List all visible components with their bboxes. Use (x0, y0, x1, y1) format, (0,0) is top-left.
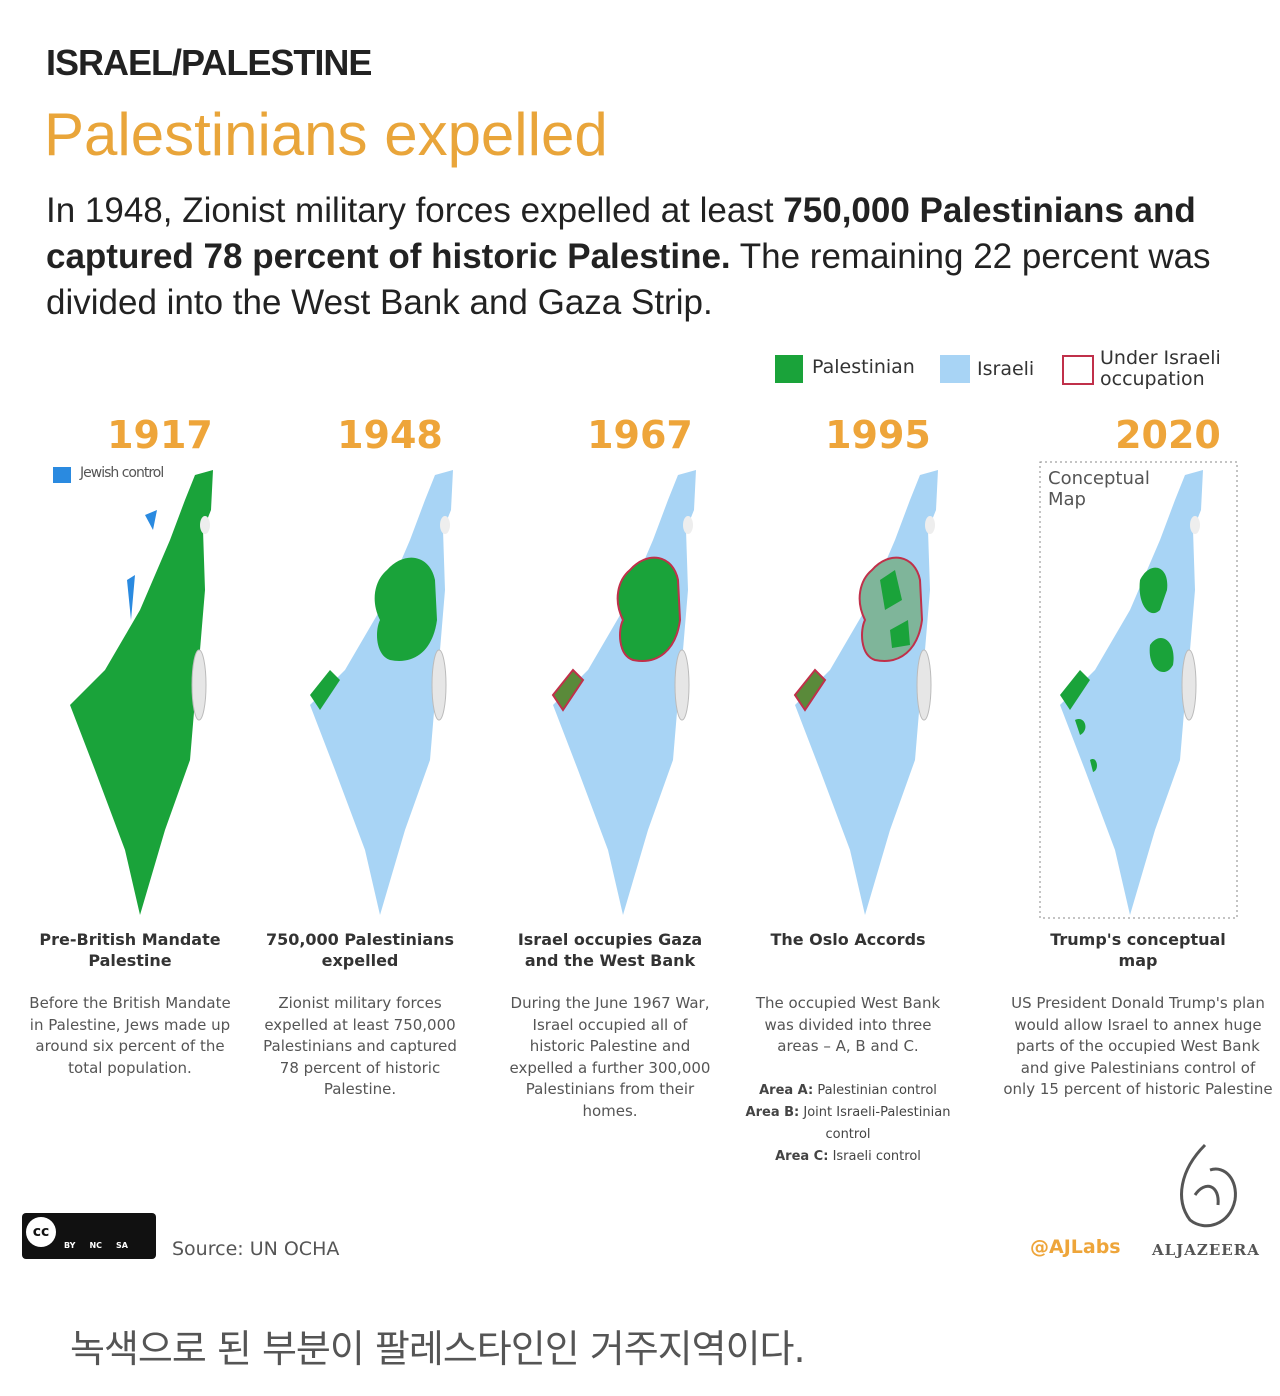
intro-text: In 1948, Zionist military forces expelle… (46, 191, 784, 230)
note: Jewish control (80, 465, 164, 481)
map (551, 470, 696, 915)
dead-sea (1181, 649, 1197, 721)
legend-label: Under Israeli occupation (1100, 347, 1221, 390)
heading: Trump's conceptual map (1050, 930, 1226, 970)
cc-term: BY (64, 1241, 76, 1250)
cc-term: NC (89, 1241, 103, 1250)
area-label: Area A: (759, 1083, 814, 1098)
legend-swatch (940, 355, 970, 383)
area-text: Joint Israeli-Palestinian control (803, 1105, 951, 1142)
description: US President Donald Trump's plan would a… (1003, 994, 1273, 1098)
note-swatch (53, 467, 71, 483)
heading: Pre-British Mandate Palestine (39, 930, 221, 970)
intro: In 1948, Zionist military forces expelle… (46, 188, 1226, 326)
dead-sea (431, 649, 447, 721)
area: Area B: Joint Israeli-Palestinian contro… (740, 1102, 956, 1146)
area-label: Area C: (775, 1149, 829, 1164)
west-bank (374, 557, 437, 661)
handle: @AJLabs (1030, 1236, 1121, 1258)
gaza (1060, 670, 1097, 772)
heading: Israel occupies Gaza and the West Bank (517, 930, 703, 970)
legend-swatch (1062, 355, 1094, 385)
description: During the June 1967 War, Israel occupie… (509, 994, 711, 1120)
map (1039, 461, 1238, 919)
sea-of-galilee (440, 516, 450, 534)
source: Source: UN OCHA (172, 1238, 340, 1260)
title: Palestinians expelled (44, 101, 608, 168)
caption: 녹색으로 된 부분이 팔레스타인인 거주지역이다. (70, 1327, 806, 1371)
brand: ALJAZEERA (1152, 1241, 1260, 1259)
year: 1995 (825, 413, 931, 457)
map (70, 470, 213, 915)
map (793, 470, 938, 915)
intro-text: The remaining 22 percent was divided int… (46, 237, 1211, 322)
palestinian-islands (1139, 567, 1174, 673)
legend-label: Israeli (977, 358, 1035, 380)
year: 1967 (587, 413, 693, 457)
sea-of-galilee (1190, 516, 1200, 534)
land (70, 470, 213, 915)
gaza (793, 668, 827, 712)
dead-sea (191, 649, 207, 721)
description: Before the British Mandate in Palestine,… (29, 994, 231, 1077)
legend-label: Palestinian (812, 356, 915, 378)
sea-of-galilee (925, 516, 935, 534)
cc-badge: cc BY NC SA (22, 1213, 156, 1259)
dead-sea (674, 649, 690, 721)
cc-term: SA (116, 1241, 128, 1250)
heading: 750,000 Palestinians expelled (265, 930, 455, 970)
area: Area C: Israeli control (740, 1146, 956, 1168)
areas: Area A: Palestinian control Area B: Joint… (740, 1080, 956, 1168)
west-bank (616, 556, 682, 662)
sea-of-galilee (683, 516, 693, 534)
area-a (880, 570, 910, 648)
intro-bold: 750,000 Palestinians and captured 78 per… (46, 191, 1196, 276)
dead-sea (916, 649, 932, 721)
year: 1917 (107, 413, 213, 457)
cc-terms: BY NC SA (64, 1241, 142, 1250)
gaza (551, 668, 585, 712)
legend-swatch (775, 355, 803, 383)
area: Area A: Palestinian control (740, 1080, 956, 1102)
map (310, 470, 453, 915)
area-text: Israeli control (832, 1149, 921, 1164)
concept-frame (1039, 461, 1238, 919)
area-text: Palestinian control (817, 1083, 937, 1098)
kicker: ISRAEL/PALESTINE (46, 42, 372, 83)
year: 2020 (1115, 413, 1221, 457)
area-label: Area B: (745, 1105, 800, 1120)
description: The occupied West Bank was divided into … (755, 994, 941, 1055)
sea-of-galilee (200, 516, 210, 534)
description: Zionist military forces expelled at leas… (263, 994, 457, 1098)
jewish-area (127, 510, 157, 620)
gaza (310, 670, 340, 710)
heading: The Oslo Accords (770, 930, 926, 949)
note: Conceptual Map (1048, 468, 1150, 510)
year: 1948 (337, 413, 443, 457)
cc-icon: cc (26, 1217, 56, 1247)
